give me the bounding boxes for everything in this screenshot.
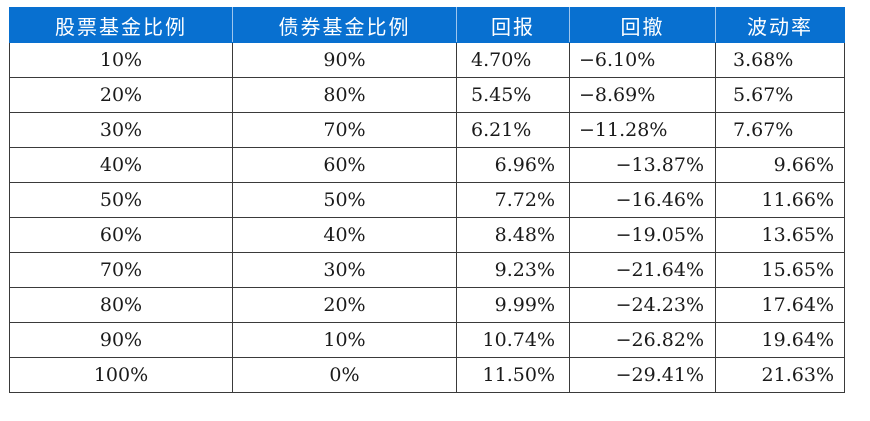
volatility-cell: 3.68%: [715, 42, 845, 78]
return-cell: 10.74%: [456, 322, 570, 358]
header-row: 股票基金比例 债券基金比例 回报 回撤 波动率: [9, 7, 845, 43]
drawdown-cell: −19.05%: [569, 217, 716, 253]
table-row: 90% 10% 10.74% −26.82% 19.64%: [9, 322, 845, 358]
bond-ratio-cell: 60%: [232, 147, 457, 183]
stock-ratio-cell: 40%: [9, 147, 233, 183]
volatility-cell: 7.67%: [715, 112, 845, 148]
return-cell: 6.21%: [456, 112, 570, 148]
bond-ratio-cell: 90%: [232, 42, 457, 78]
stock-ratio-cell: 60%: [9, 217, 233, 253]
table-row: 20% 80% 5.45% −8.69% 5.67%: [9, 77, 845, 113]
stock-ratio-cell: 90%: [9, 322, 233, 358]
volatility-cell: 11.66%: [715, 182, 845, 218]
table-row: 50% 50% 7.72% −16.46% 11.66%: [9, 182, 845, 218]
return-cell: 9.99%: [456, 287, 570, 323]
stock-ratio-cell: 30%: [9, 112, 233, 148]
drawdown-cell: −16.46%: [569, 182, 716, 218]
drawdown-cell: −26.82%: [569, 322, 716, 358]
bond-ratio-cell: 20%: [232, 287, 457, 323]
return-cell: 7.72%: [456, 182, 570, 218]
bond-ratio-cell: 10%: [232, 322, 457, 358]
table-row: 10% 90% 4.70% −6.10% 3.68%: [9, 42, 845, 78]
stock-ratio-cell: 10%: [9, 42, 233, 78]
volatility-cell: 13.65%: [715, 217, 845, 253]
return-cell: 8.48%: [456, 217, 570, 253]
volatility-cell: 19.64%: [715, 322, 845, 358]
drawdown-cell: −8.69%: [569, 77, 716, 113]
return-cell: 11.50%: [456, 357, 570, 393]
volatility-cell: 17.64%: [715, 287, 845, 323]
volatility-cell: 15.65%: [715, 252, 845, 288]
bond-ratio-cell: 0%: [232, 357, 457, 393]
header-drawdown: 回撤: [569, 7, 716, 43]
return-cell: 9.23%: [456, 252, 570, 288]
table-row: 80% 20% 9.99% −24.23% 17.64%: [9, 287, 845, 323]
stock-ratio-cell: 20%: [9, 77, 233, 113]
stock-ratio-cell: 100%: [9, 357, 233, 393]
header-return: 回报: [456, 7, 570, 43]
volatility-cell: 21.63%: [715, 357, 845, 393]
drawdown-cell: −13.87%: [569, 147, 716, 183]
return-cell: 6.96%: [456, 147, 570, 183]
return-cell: 4.70%: [456, 42, 570, 78]
bond-ratio-cell: 50%: [232, 182, 457, 218]
bond-ratio-cell: 40%: [232, 217, 457, 253]
header-volatility: 波动率: [715, 7, 845, 43]
table-row: 30% 70% 6.21% −11.28% 7.67%: [9, 112, 845, 148]
table-row: 70% 30% 9.23% −21.64% 15.65%: [9, 252, 845, 288]
drawdown-cell: −6.10%: [569, 42, 716, 78]
drawdown-cell: −21.64%: [569, 252, 716, 288]
volatility-cell: 5.67%: [715, 77, 845, 113]
return-cell: 5.45%: [456, 77, 570, 113]
bond-ratio-cell: 80%: [232, 77, 457, 113]
table-row: 40% 60% 6.96% −13.87% 9.66%: [9, 147, 845, 183]
allocation-table: 股票基金比例 债券基金比例 回报 回撤 波动率 10% 90% 4.70% −6…: [9, 7, 845, 393]
drawdown-cell: −29.41%: [569, 357, 716, 393]
drawdown-cell: −24.23%: [569, 287, 716, 323]
bond-ratio-cell: 30%: [232, 252, 457, 288]
stock-ratio-cell: 70%: [9, 252, 233, 288]
drawdown-cell: −11.28%: [569, 112, 716, 148]
header-bond-ratio: 债券基金比例: [232, 7, 457, 43]
stock-ratio-cell: 80%: [9, 287, 233, 323]
table-row: 60% 40% 8.48% −19.05% 13.65%: [9, 217, 845, 253]
volatility-cell: 9.66%: [715, 147, 845, 183]
table-row: 100% 0% 11.50% −29.41% 21.63%: [9, 357, 845, 393]
header-stock-ratio: 股票基金比例: [9, 7, 233, 43]
bond-ratio-cell: 70%: [232, 112, 457, 148]
stock-ratio-cell: 50%: [9, 182, 233, 218]
